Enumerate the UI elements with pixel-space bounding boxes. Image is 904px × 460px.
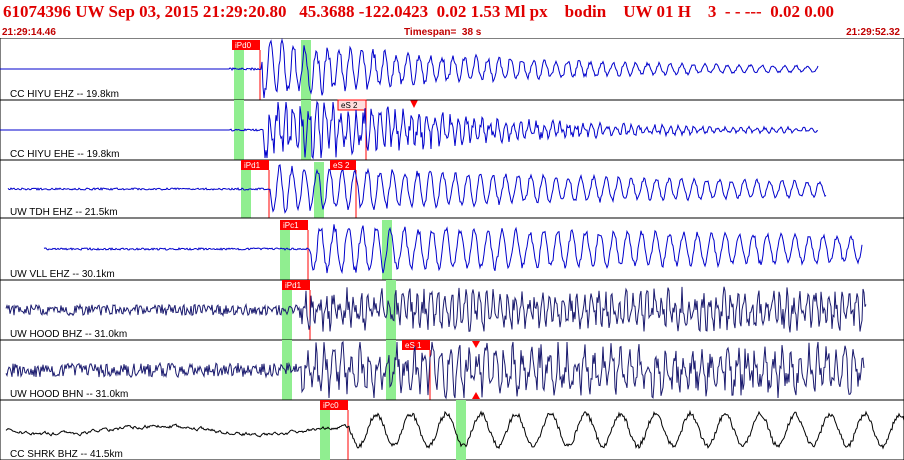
phase-window-marker xyxy=(282,280,292,340)
pick-flag[interactable]: eS 2 xyxy=(330,160,356,170)
pick-flag-box xyxy=(241,160,269,170)
end-time-label: 21:29:52.32 xyxy=(846,27,900,38)
phase-window-marker xyxy=(386,280,396,340)
pick-label: iPd0 xyxy=(235,41,252,50)
trace-station-label: CC HIYU EHE -- 19.8km xyxy=(10,149,119,160)
trace-row[interactable]: iPd1 eS 2 UW TDH EHZ -- 21.5km xyxy=(0,159,904,219)
phase-window-marker xyxy=(301,100,311,160)
pick-flag[interactable]: iPd1 xyxy=(282,280,310,290)
event-header: 61074396 UW Sep 03, 2015 21:29:20.80 45.… xyxy=(0,0,904,26)
trace-row[interactable]: eS 2 CC HIYU EHE -- 19.8km xyxy=(0,99,904,161)
phase-window-marker xyxy=(301,40,311,100)
pick-flag[interactable]: eS 2 xyxy=(337,99,367,111)
waveform-trace xyxy=(43,224,863,275)
event-summary-title: 61074396 UW Sep 03, 2015 21:29:20.80 45.… xyxy=(3,2,834,21)
waveform-trace xyxy=(0,38,819,99)
amplitude-marker xyxy=(472,341,480,348)
trace-station-label: CC HIYU EHZ -- 19.8km xyxy=(10,89,119,100)
pick-flag[interactable]: iPc1 xyxy=(280,220,308,230)
trace-row[interactable]: iPd0 CC HIYU EHZ -- 19.8km xyxy=(0,38,904,108)
timespan-label: Timespan= 38 s xyxy=(404,27,482,38)
trace-station-label: CC SHRK BHZ -- 41.5km xyxy=(10,449,123,460)
trace-row[interactable]: iPc1 UW VLL EHZ -- 30.1km xyxy=(0,217,904,281)
waveform-trace xyxy=(5,340,865,400)
trace-station-label: UW VLL EHZ -- 30.1km xyxy=(10,269,115,280)
trace-row[interactable]: eS 1 UW HOOD BHN -- 31.0km xyxy=(0,339,904,401)
amplitude-marker xyxy=(472,392,480,399)
phase-window-marker xyxy=(282,340,292,400)
phase-window-marker xyxy=(456,400,466,460)
pick-flag-box xyxy=(330,160,356,170)
pick-flag-box xyxy=(337,99,367,111)
trace-station-label: UW TDH EHZ -- 21.5km xyxy=(10,207,118,218)
phase-window-marker xyxy=(386,340,396,400)
start-time-label: 21:29:14.46 xyxy=(2,27,56,38)
pick-flag[interactable]: iPc0 xyxy=(320,400,348,410)
phase-window-marker xyxy=(234,40,244,100)
waveform-trace xyxy=(0,100,818,160)
pick-flag-box xyxy=(320,400,348,410)
pick-label: eS 2 xyxy=(341,101,358,110)
pick-flag-box xyxy=(232,40,260,50)
pick-label: iPc1 xyxy=(283,221,299,230)
pick-flag[interactable]: iPd1 xyxy=(241,160,269,170)
waveform-trace xyxy=(7,164,827,214)
trace-station-label: UW HOOD BHZ -- 31.0km xyxy=(10,329,127,340)
pick-flag-box xyxy=(282,280,310,290)
pick-label: iPc0 xyxy=(323,401,339,410)
phase-window-marker xyxy=(314,162,324,218)
trace-frame xyxy=(0,399,904,460)
pick-flag-box xyxy=(280,220,308,230)
seismogram-panel[interactable]: iPd0 CC HIYU EHZ -- 19.8km eS 2 CC HIYU … xyxy=(0,38,904,460)
waveform-trace xyxy=(5,409,904,450)
amplitude-marker xyxy=(410,100,418,108)
pick-label: eS 1 xyxy=(405,341,422,350)
waveform-trace xyxy=(5,286,867,333)
pick-flag-box xyxy=(402,340,430,350)
pick-label: eS 2 xyxy=(333,161,350,170)
pick-label: iPd1 xyxy=(244,161,261,170)
pick-flag[interactable]: iPd0 xyxy=(232,40,260,50)
pick-label: iPd1 xyxy=(285,281,302,290)
trace-row[interactable]: iPc0 CC SHRK BHZ -- 41.5km xyxy=(0,399,904,460)
phase-window-marker xyxy=(320,400,330,460)
pick-flag[interactable]: eS 1 xyxy=(402,340,430,350)
seismogram-canvas[interactable]: iPd0 CC HIYU EHZ -- 19.8km eS 2 CC HIYU … xyxy=(0,38,904,460)
trace-row[interactable]: iPd1 UW HOOD BHZ -- 31.0km xyxy=(0,279,904,341)
trace-station-label: UW HOOD BHN -- 31.0km xyxy=(10,389,128,400)
